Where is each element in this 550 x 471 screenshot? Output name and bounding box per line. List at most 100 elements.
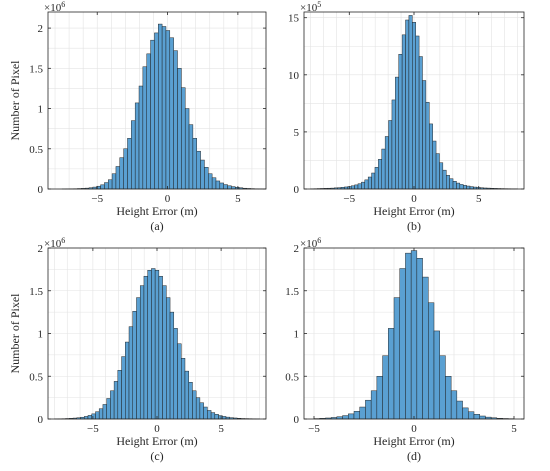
- histogram-bar: [207, 410, 212, 420]
- histogram-bar: [158, 275, 163, 420]
- chart-panel-3: −5 0 5 0 0.5 1 1.5 2 ×106 Height Error (m)(c) Numb…: [8, 236, 267, 463]
- histogram-bar: [142, 66, 147, 190]
- histogram-bar: [445, 376, 452, 420]
- histogram-bar: [381, 148, 386, 190]
- y-tick-label: 10: [288, 70, 300, 82]
- histogram-bar: [154, 32, 159, 190]
- y-tick-label: 2: [38, 23, 44, 35]
- y-tick-label: 0.5: [29, 371, 43, 383]
- histogram-bar: [173, 50, 178, 190]
- histogram-bar: [439, 355, 446, 420]
- histogram-bar: [361, 181, 366, 190]
- histogram-bar: [161, 26, 167, 190]
- histogram-bar: [125, 341, 130, 420]
- x-tick-label: −5: [343, 193, 355, 205]
- histogram-bar: [415, 35, 420, 190]
- histogram-bar: [353, 411, 360, 420]
- histogram-bar: [169, 37, 174, 190]
- histogram-bar: [158, 23, 163, 190]
- panel-label: (c): [150, 449, 163, 463]
- histogram-bar: [200, 159, 205, 190]
- y-tick-label: 15: [288, 13, 300, 25]
- histogram-bar: [416, 258, 423, 420]
- histogram-bar: [177, 343, 182, 420]
- histogram-bar: [466, 185, 471, 190]
- histogram-bar: [388, 120, 393, 190]
- histogram-bar: [110, 390, 115, 420]
- histogram-bar: [408, 15, 413, 190]
- histogram-bar: [128, 326, 133, 420]
- histogram-bar: [192, 390, 197, 420]
- histogram-bar: [433, 330, 440, 420]
- histogram-bar: [166, 297, 171, 420]
- histogram-bar: [188, 124, 194, 190]
- histogram-bar: [188, 382, 193, 420]
- x-tick-label: 5: [511, 423, 517, 435]
- histogram-bar: [452, 181, 457, 190]
- y-axis-label: Number of Pixel: [8, 293, 22, 374]
- y-tick-label: 2: [38, 243, 44, 255]
- x-tick-label: 0: [165, 193, 171, 205]
- histogram-bar: [146, 53, 151, 190]
- histogram-bar: [354, 184, 359, 190]
- histogram-bar: [210, 412, 216, 420]
- x-tick-label: −5: [87, 423, 99, 435]
- histogram-bar: [456, 400, 463, 420]
- histogram-bar: [359, 406, 366, 420]
- y-tick-label: 0.5: [285, 371, 299, 383]
- histogram-bar: [401, 34, 406, 190]
- histogram-bar: [223, 184, 228, 190]
- histogram-bar: [422, 80, 427, 190]
- histogram-bar: [154, 270, 160, 420]
- histogram-bar: [208, 173, 213, 190]
- histogram-bar: [165, 30, 171, 190]
- x-tick-label: 0: [154, 423, 160, 435]
- y-tick-label: 1: [38, 104, 44, 116]
- y-axis-exponent: ×106: [44, 0, 65, 14]
- histogram-bar: [468, 411, 475, 420]
- histogram-bar: [139, 285, 145, 420]
- histogram-bar: [429, 123, 433, 190]
- histogram-bar: [177, 68, 182, 190]
- histogram-bar: [473, 414, 480, 420]
- histogram-bar: [138, 85, 144, 190]
- histogram-bar: [425, 101, 430, 190]
- histogram-bar: [398, 54, 403, 190]
- histogram-bar: [412, 22, 416, 190]
- histogram-bar: [442, 169, 447, 190]
- histogram-bar: [121, 356, 126, 420]
- x-tick-label: −5: [91, 193, 103, 205]
- histogram-bar: [196, 150, 201, 190]
- x-tick-label: 5: [476, 193, 482, 205]
- histogram-bar: [462, 185, 467, 190]
- histogram-bar: [370, 390, 378, 420]
- histogram-bar: [422, 276, 429, 420]
- histogram-bar: [218, 415, 223, 420]
- x-tick-label: 0: [411, 193, 417, 205]
- histogram-bar: [374, 167, 379, 190]
- y-axis-exponent: ×106: [44, 236, 65, 250]
- histogram-bar: [410, 250, 418, 420]
- x-tick-label: 5: [235, 193, 241, 205]
- y-tick-label: 1.5: [29, 63, 43, 75]
- histogram-bar: [134, 102, 140, 190]
- histogram-bar: [393, 297, 400, 420]
- histogram-bar: [108, 179, 113, 190]
- x-axis-label: Height Error (m): [116, 434, 197, 448]
- histogram-bar: [459, 184, 464, 190]
- y-tick-label: 1.5: [285, 286, 299, 298]
- chart-panel-2: −5 0 5 0 5 10 15×105 Height Error (m)(b): [288, 0, 525, 233]
- histogram-bar: [131, 120, 136, 190]
- histogram-bar: [151, 268, 156, 420]
- histogram-bar: [173, 328, 178, 420]
- histogram-bar: [367, 176, 372, 190]
- histogram-bar: [169, 311, 175, 420]
- x-tick-label: 5: [218, 423, 224, 435]
- histogram-bar: [405, 19, 410, 190]
- y-tick-label: 1.5: [29, 286, 43, 298]
- histogram-bar: [211, 177, 217, 190]
- histogram-bar: [219, 182, 224, 190]
- y-tick-label: 0: [38, 184, 44, 196]
- y-tick-label: 0: [294, 184, 300, 196]
- histogram-bar: [348, 413, 355, 420]
